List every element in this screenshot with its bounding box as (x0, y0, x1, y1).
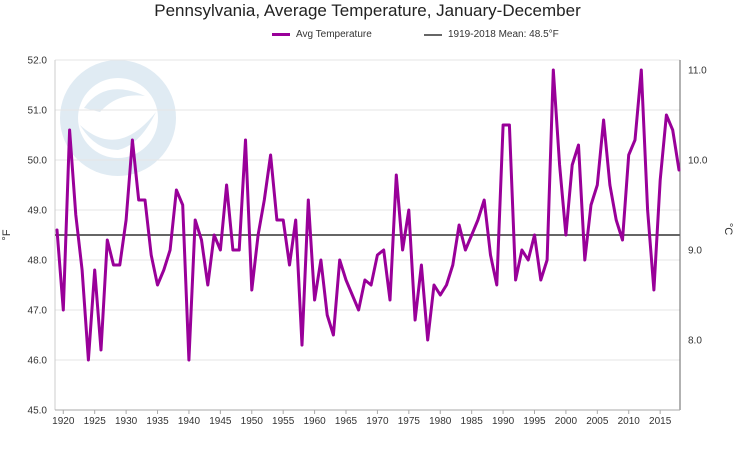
noaa-logo-watermark (60, 60, 176, 176)
y-tick-label-right: 9.0 (688, 246, 702, 257)
x-tick-label: 1985 (461, 416, 484, 427)
x-tick-label: 1955 (272, 416, 295, 427)
y-axis-label-right: °C (722, 223, 734, 235)
y-tick-label-left: 51.0 (28, 106, 48, 117)
x-tick-label: 1995 (523, 416, 546, 427)
y-tick-label-left: 49.0 (28, 206, 48, 217)
chart-title: Pennsylvania, Average Temperature, Janua… (154, 1, 581, 20)
x-tick-label: 1920 (52, 416, 75, 427)
noaa-logo-wave (80, 112, 156, 150)
y-tick-label-right: 11.0 (688, 66, 707, 77)
x-tick-label: 1950 (241, 416, 264, 427)
y-tick-label-right: 10.0 (688, 156, 708, 167)
legend-label-mean: 1919-2018 Mean: 48.5°F (448, 29, 559, 40)
legend-swatch-avg-temperature (272, 33, 290, 36)
chart-legend: Avg Temperature 1919-2018 Mean: 48.5°F (0, 29, 735, 45)
x-tick-label: 2000 (555, 416, 578, 427)
y-tick-label-right: 8.0 (688, 336, 702, 347)
y-tick-label-left: 50.0 (28, 156, 48, 167)
x-tick-label: 1925 (84, 416, 107, 427)
y-tick-label-left: 46.0 (28, 356, 48, 367)
x-tick-label: 2010 (618, 416, 641, 427)
y-tick-label-left: 52.0 (28, 56, 48, 67)
legend-label-avg-temperature: Avg Temperature (296, 29, 372, 40)
x-tick-label: 2015 (649, 416, 672, 427)
legend-item-mean[interactable]: 1919-2018 Mean: 48.5°F (424, 29, 559, 40)
x-tick-label: 1940 (178, 416, 201, 427)
y-tick-label-left: 47.0 (28, 306, 48, 317)
legend-item-avg-temperature[interactable]: Avg Temperature (272, 29, 372, 40)
x-tick-label: 1945 (209, 416, 232, 427)
x-tick-label: 2005 (586, 416, 609, 427)
x-tick-label: 1970 (366, 416, 389, 427)
legend-swatch-mean (424, 33, 442, 36)
x-tick-label: 1980 (429, 416, 452, 427)
x-tick-label: 1960 (303, 416, 326, 427)
x-tick-label: 1965 (335, 416, 358, 427)
x-tick-label: 1990 (492, 416, 515, 427)
avg-temperature-line (55, 68, 681, 362)
y-tick-label-left: 48.0 (28, 256, 48, 267)
x-tick-label: 1930 (115, 416, 138, 427)
noaa-logo-circle (60, 60, 176, 176)
y-tick-label-left: 45.0 (28, 406, 48, 417)
noaa-logo-bird (84, 89, 145, 112)
x-tick-label: 1935 (146, 416, 169, 427)
y-axis-label-left: °F (1, 229, 13, 240)
noaa-logo-inner (78, 78, 158, 158)
x-tick-label: 1975 (398, 416, 421, 427)
